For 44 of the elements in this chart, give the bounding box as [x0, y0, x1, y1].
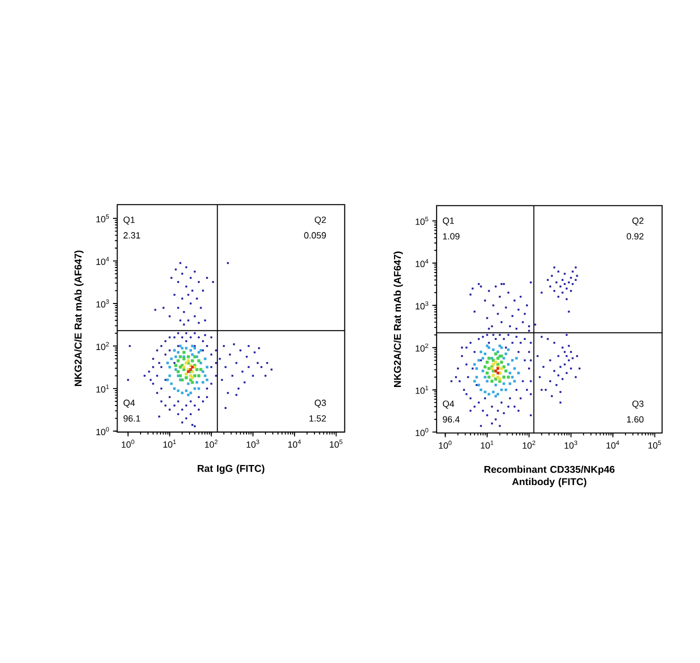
y-axis-title: NKG2A/C/E Rat mAb (AF647): [394, 251, 403, 387]
annotation: Q3: [632, 400, 644, 408]
y-tick-label: 10$^{0}$: [416, 428, 428, 436]
x-tick-label: 10$^{0}$: [439, 440, 452, 449]
annotation: Q3: [314, 400, 326, 408]
y-tick-label: 10$^{4}$: [416, 258, 428, 267]
x-tick-label: 10$^{0}$: [122, 440, 134, 448]
y-tick-label: 10$^{1}$: [96, 384, 109, 392]
annotation: Q2: [632, 217, 644, 226]
annotation: 96.1: [124, 415, 140, 422]
y-tick-label: 10$^{4}$: [96, 256, 109, 265]
x-tick-label: 10$^{1}$: [163, 440, 176, 448]
annotation: 96.4: [442, 416, 460, 422]
x-tick-label: 10$^{5}$: [648, 440, 661, 448]
annotation: Q2: [314, 216, 326, 224]
y-tick-label: 10$^{2}$: [416, 343, 428, 352]
annotation: Q1: [442, 217, 454, 226]
x-tick-label: 10$^{4}$: [606, 440, 620, 448]
x-tick-label: 10$^{1}$: [480, 440, 494, 448]
y-tick-label: 10$^{1}$: [416, 386, 428, 394]
annotation: 2.31: [124, 232, 140, 238]
annotation: 1.60: [627, 416, 644, 422]
x-tick-label: 10$^{5}$: [330, 440, 342, 448]
annotation: 1.52: [310, 415, 326, 422]
y-tick-label: 10$^{3}$: [416, 301, 428, 310]
y-tick-label: 10$^{5}$: [416, 216, 428, 225]
annotation: Q4: [442, 400, 454, 408]
y-tick-label: 10$^{3}$: [96, 299, 109, 308]
y-tick-label: 10$^{5}$: [96, 214, 109, 222]
x-axis-title: Rat IgG (FITC): [198, 464, 264, 474]
x-tick-label: 10$^{3}$: [564, 440, 578, 449]
annotation: Q1: [124, 216, 135, 224]
y-tick-label: 10$^{2}$: [96, 342, 109, 350]
annotation: 0.059: [304, 232, 326, 238]
x-tick-label: 10$^{4}$: [288, 440, 301, 448]
x-axis-title: Recombinant CD335/NKp46 Antibody (FITC): [484, 465, 615, 487]
y-axis-title: NKG2A/C/E Rat mAb (AF647): [74, 250, 84, 386]
annotation: Q4: [124, 400, 135, 408]
x-tick-label: 10$^{3}$: [246, 440, 260, 448]
annotation: 0.92: [626, 232, 644, 240]
annotation: 1.09: [443, 232, 460, 240]
y-tick-label: 10$^{0}$: [96, 426, 109, 436]
x-tick-label: 10$^{2}$: [522, 440, 536, 449]
x-tick-label: 10$^{2}$: [205, 440, 218, 448]
